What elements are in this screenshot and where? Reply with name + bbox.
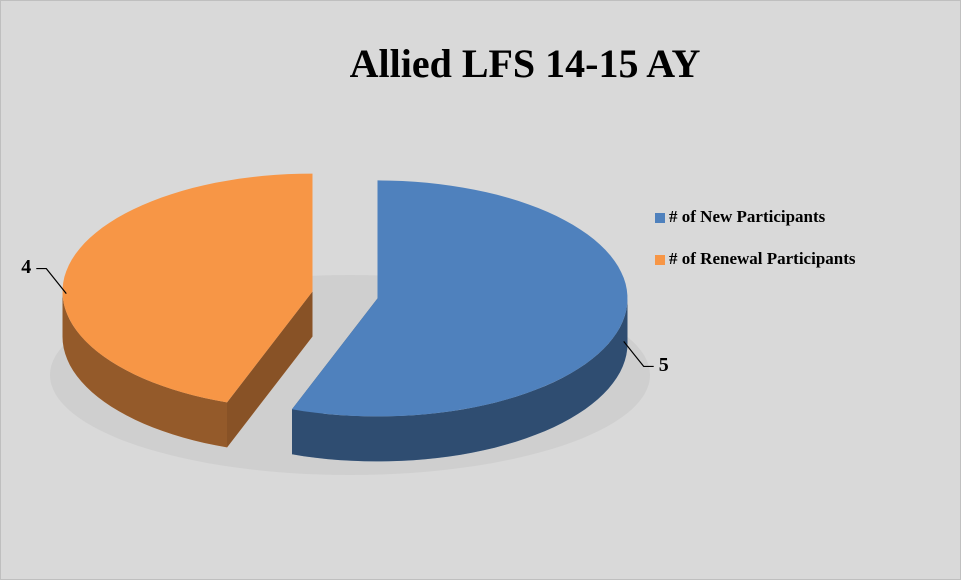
slice-side [62, 291, 227, 448]
legend-label: # of New Participants [669, 207, 826, 226]
slice-side-shade [292, 298, 628, 462]
slice [62, 173, 313, 403]
leader-line [36, 267, 67, 294]
legend-swatch [655, 213, 665, 223]
slice-side [292, 298, 628, 462]
leader-line [623, 341, 654, 368]
legend-label: # of Renewal Participants [669, 249, 856, 268]
slice-side-shade [62, 291, 227, 448]
legend-swatch [655, 255, 665, 265]
data-label: 5 [659, 354, 669, 376]
slice-side [226, 291, 313, 448]
slice [292, 180, 628, 417]
slice-side-shade [226, 291, 313, 448]
chart-title: Allied LFS 14-15 AY [350, 41, 701, 86]
data-label: 4 [21, 256, 31, 278]
